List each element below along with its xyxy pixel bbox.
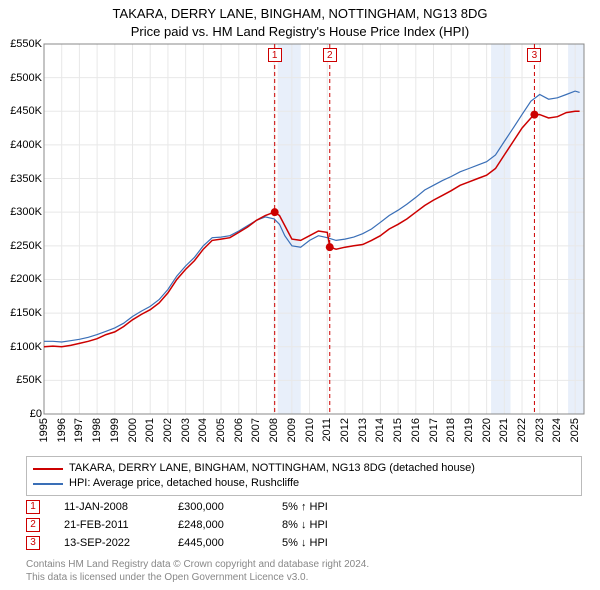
event-marker-2-num: 2 <box>30 520 36 530</box>
ytick-label: £450K <box>2 105 42 117</box>
plot-event-marker-2: 2 <box>323 48 337 62</box>
event-2-delta: 8% ↓ HPI <box>282 516 328 534</box>
xtick-label: 2007 <box>250 418 262 442</box>
legend-label-hpi: HPI: Average price, detached house, Rush… <box>69 476 299 491</box>
chart-container: TAKARA, DERRY LANE, BINGHAM, NOTTINGHAM,… <box>0 0 600 590</box>
event-1-delta: 5% ↑ HPI <box>282 498 328 516</box>
xtick-label: 2024 <box>551 418 563 442</box>
event-1-price: £300,000 <box>178 498 258 516</box>
event-1-date: 11-JAN-2008 <box>64 498 154 516</box>
event-marker-1: 1 <box>26 500 40 514</box>
xtick-label: 2010 <box>304 418 316 442</box>
legend-row-hpi: HPI: Average price, detached house, Rush… <box>33 476 575 491</box>
xtick-label: 1996 <box>56 418 68 442</box>
plot-event-marker-1: 1 <box>268 48 282 62</box>
xtick-label: 2011 <box>321 418 333 442</box>
legend-label-property: TAKARA, DERRY LANE, BINGHAM, NOTTINGHAM,… <box>69 461 475 476</box>
xtick-label: 2018 <box>445 418 457 442</box>
ytick-label: £150K <box>2 307 42 319</box>
event-marker-3: 3 <box>26 536 40 550</box>
xtick-label: 2017 <box>428 418 440 442</box>
ytick-label: £250K <box>2 240 42 252</box>
xtick-label: 2005 <box>215 418 227 442</box>
ytick-label: £550K <box>2 38 42 50</box>
ytick-label: £500K <box>2 72 42 84</box>
ytick-label: £300K <box>2 206 42 218</box>
xtick-label: 2019 <box>463 418 475 442</box>
footer-line1: Contains HM Land Registry data © Crown c… <box>26 558 582 571</box>
xtick-label: 1995 <box>38 418 50 442</box>
event-3-date: 13-SEP-2022 <box>64 534 154 552</box>
ytick-label: £200K <box>2 273 42 285</box>
ytick-label: £0 <box>2 408 42 420</box>
xtick-label: 2008 <box>268 418 280 442</box>
ytick-label: £350K <box>2 173 42 185</box>
xtick-label: 2021 <box>498 418 510 442</box>
xtick-label: 2003 <box>180 418 192 442</box>
xtick-label: 2012 <box>339 418 351 442</box>
xtick-label: 2025 <box>569 418 581 442</box>
legend: TAKARA, DERRY LANE, BINGHAM, NOTTINGHAM,… <box>26 456 582 496</box>
event-3-delta: 5% ↓ HPI <box>282 534 328 552</box>
ytick-label: £100K <box>2 341 42 353</box>
event-2-date: 21-FEB-2011 <box>64 516 154 534</box>
footer: Contains HM Land Registry data © Crown c… <box>26 558 582 584</box>
xtick-label: 2001 <box>144 418 156 442</box>
xtick-label: 2022 <box>516 418 528 442</box>
xtick-label: 2002 <box>162 418 174 442</box>
legend-row-property: TAKARA, DERRY LANE, BINGHAM, NOTTINGHAM,… <box>33 461 575 476</box>
event-2-price: £248,000 <box>178 516 258 534</box>
event-marker-2: 2 <box>26 518 40 532</box>
xtick-label: 2016 <box>410 418 422 442</box>
xtick-label: 2020 <box>481 418 493 442</box>
xtick-label: 2009 <box>286 418 298 442</box>
xtick-label: 2023 <box>534 418 546 442</box>
ytick-label: £400K <box>2 139 42 151</box>
chart-title-line1: TAKARA, DERRY LANE, BINGHAM, NOTTINGHAM,… <box>0 6 600 21</box>
xtick-label: 2000 <box>127 418 139 442</box>
plot-area <box>44 44 584 414</box>
legend-swatch-hpi <box>33 483 63 485</box>
plot-svg <box>44 44 584 414</box>
chart-title-line2: Price paid vs. HM Land Registry's House … <box>0 24 600 39</box>
legend-swatch-property <box>33 468 63 470</box>
xtick-label: 1998 <box>91 418 103 442</box>
event-row-3: 3 13-SEP-2022 £445,000 5% ↓ HPI <box>26 534 582 552</box>
plot-event-marker-3: 3 <box>527 48 541 62</box>
event-row-2: 2 21-FEB-2011 £248,000 8% ↓ HPI <box>26 516 582 534</box>
ytick-label: £50K <box>2 374 42 386</box>
events-table: 1 11-JAN-2008 £300,000 5% ↑ HPI 2 21-FEB… <box>26 498 582 552</box>
event-3-price: £445,000 <box>178 534 258 552</box>
event-marker-1-num: 1 <box>30 502 36 512</box>
xtick-label: 1997 <box>73 418 85 442</box>
xtick-label: 2014 <box>374 418 386 442</box>
xtick-label: 2004 <box>197 418 209 442</box>
xtick-label: 1999 <box>109 418 121 442</box>
xtick-label: 2015 <box>392 418 404 442</box>
xtick-label: 2013 <box>357 418 369 442</box>
event-marker-3-num: 3 <box>30 538 36 548</box>
footer-line2: This data is licensed under the Open Gov… <box>26 571 582 584</box>
xtick-label: 2006 <box>233 418 245 442</box>
event-row-1: 1 11-JAN-2008 £300,000 5% ↑ HPI <box>26 498 582 516</box>
